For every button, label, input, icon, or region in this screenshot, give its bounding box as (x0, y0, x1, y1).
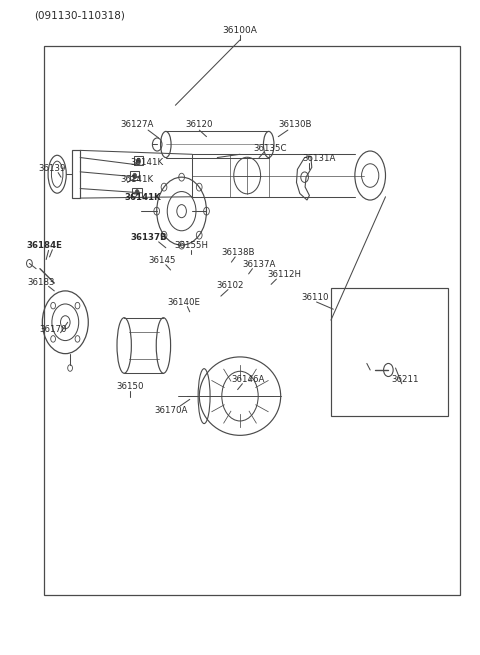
Text: 36137B: 36137B (131, 233, 168, 242)
Text: 36141K: 36141K (120, 176, 154, 184)
Text: 36135C: 36135C (253, 144, 287, 153)
Text: 36141K: 36141K (125, 193, 162, 202)
Text: 36183: 36183 (28, 278, 55, 287)
Text: 36145: 36145 (149, 255, 176, 265)
Text: 36120: 36120 (186, 121, 213, 130)
Text: 36150: 36150 (116, 382, 144, 391)
Text: 36131A: 36131A (302, 155, 336, 163)
Text: 36130B: 36130B (278, 121, 312, 130)
Text: 36155H: 36155H (174, 240, 208, 250)
Text: 36137A: 36137A (242, 259, 276, 269)
Text: 36110: 36110 (301, 293, 329, 302)
Bar (44, 47, 460, 595)
Bar (331, 288, 448, 416)
Text: 36127A: 36127A (120, 121, 154, 130)
Text: 36170A: 36170A (154, 406, 187, 415)
Circle shape (133, 174, 137, 178)
Text: 36138B: 36138B (222, 248, 255, 257)
Text: 36211: 36211 (391, 375, 419, 384)
Text: 36184E: 36184E (27, 241, 63, 250)
Bar (130, 172, 140, 180)
Text: (091130-110318): (091130-110318) (34, 10, 125, 20)
Text: 36170: 36170 (39, 325, 67, 334)
Text: 36112H: 36112H (267, 270, 301, 279)
Bar (132, 187, 142, 196)
Text: 36146A: 36146A (231, 375, 265, 384)
Bar (72, 151, 80, 198)
Text: 36141K: 36141K (130, 159, 163, 167)
Text: 36102: 36102 (216, 280, 244, 290)
Bar (134, 157, 144, 166)
Text: 36100A: 36100A (223, 26, 257, 35)
Text: 36140E: 36140E (167, 297, 200, 307)
Text: 36139: 36139 (38, 164, 66, 173)
Circle shape (137, 159, 141, 164)
Circle shape (135, 189, 139, 195)
